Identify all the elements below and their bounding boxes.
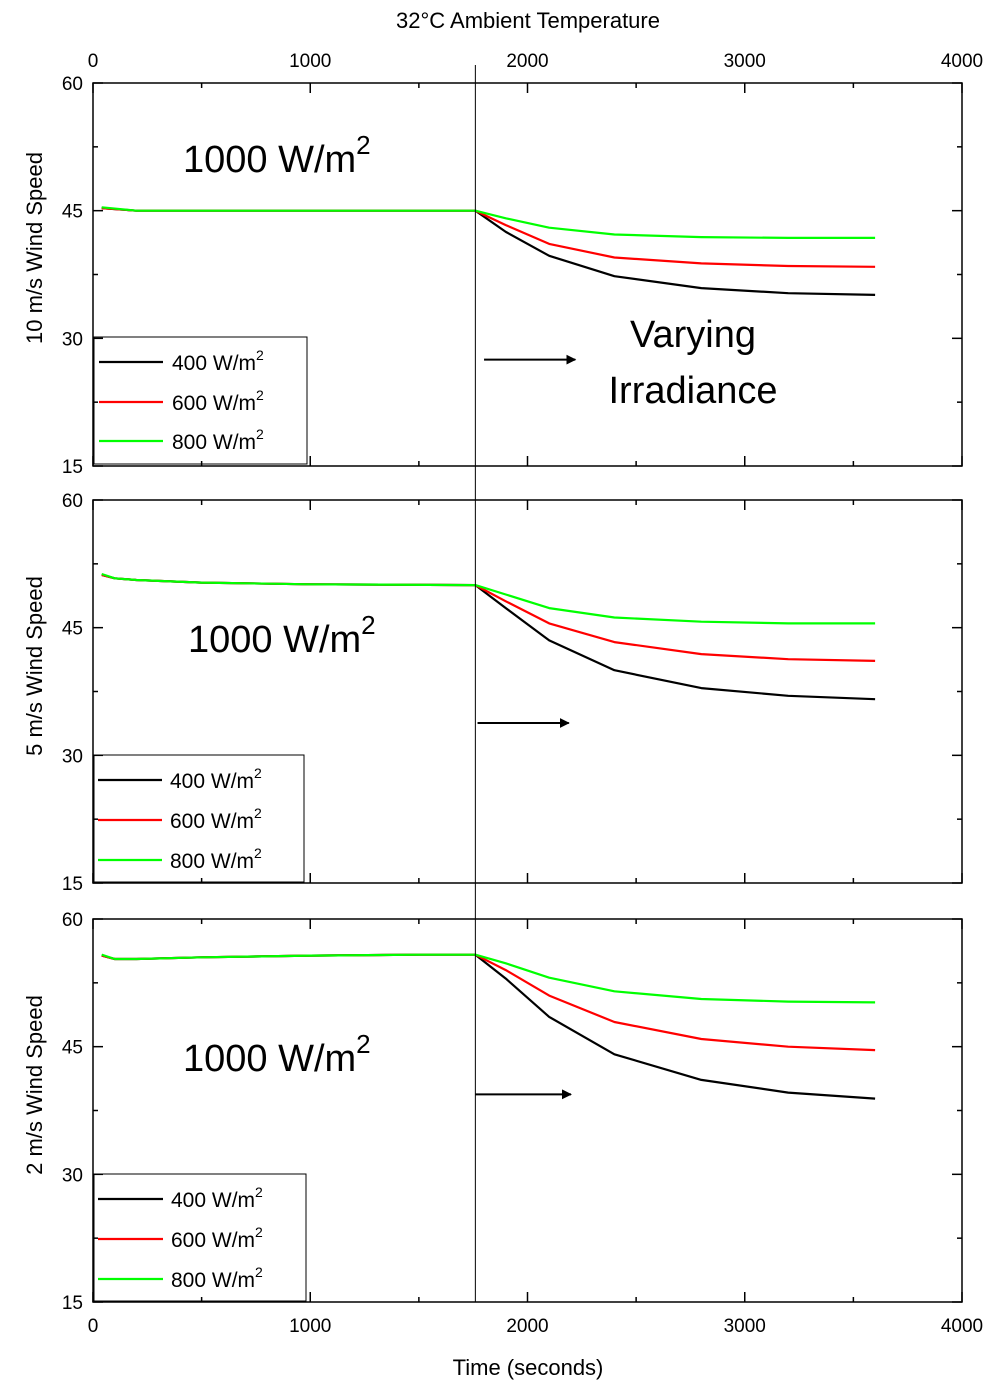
panel-2: 1000 W/m2 400 W/m2 600 W/m2 800 W/m2 bbox=[92, 499, 963, 884]
x-tick-label: 4000 bbox=[941, 1316, 983, 1337]
panel-1-legend-label-400: 400 W/m2 bbox=[172, 347, 264, 375]
panel-3-y-tick-label: 60 bbox=[62, 910, 83, 931]
panel-3-y-axis-title: 2 m/s Wind Speed bbox=[22, 995, 47, 1175]
panel-2-y-tick-label: 30 bbox=[62, 746, 83, 767]
x-tick-label: 0 bbox=[88, 1316, 99, 1337]
panel-2-y-tick-label: 60 bbox=[62, 491, 83, 512]
panel-1: 1000 W/m2 Varying Irradiance 400 W/m2 60… bbox=[92, 82, 963, 467]
panel-1-y-axis-title: 10 m/s Wind Speed bbox=[22, 152, 47, 344]
panel-1-legend-box bbox=[93, 336, 308, 465]
panel-3-legend: 400 W/m2 600 W/m2 800 W/m2 bbox=[93, 1173, 307, 1302]
panel-1-y-tick-label: 45 bbox=[62, 202, 83, 223]
x-tick-label: 2000 bbox=[506, 1316, 548, 1337]
panel-1-legend-label-600: 600 W/m2 bbox=[172, 387, 264, 415]
panel-2-series-800-line bbox=[101, 572, 876, 625]
panel-3-y-tick-label: 15 bbox=[62, 1293, 83, 1314]
x-axis-title: Time (seconds) bbox=[453, 1355, 604, 1380]
panel-1-y-tick-label: 15 bbox=[62, 457, 83, 478]
panel-1-legend: 400 W/m2 600 W/m2 800 W/m2 bbox=[93, 336, 308, 465]
panel-3-legend-label-800: 800 W/m2 bbox=[171, 1264, 263, 1292]
panel-3-irradiance-label: 1000 W/m2 bbox=[183, 1029, 371, 1080]
top-x-tick-label: 3000 bbox=[724, 51, 766, 72]
panel-2-plot bbox=[101, 572, 876, 728]
top-x-tick-label: 1000 bbox=[289, 51, 331, 72]
panel-1-legend-label-800: 800 W/m2 bbox=[172, 426, 264, 454]
top-x-tick-label: 4000 bbox=[941, 51, 983, 72]
irradiance-label: Irradiance bbox=[609, 370, 778, 412]
panel-1-y-tick-label: 30 bbox=[62, 329, 83, 350]
x-tick-label: 1000 bbox=[289, 1316, 331, 1337]
top-x-tick-label: 2000 bbox=[506, 51, 548, 72]
panel-3-legend-label-600: 600 W/m2 bbox=[171, 1224, 263, 1252]
panel-2-legend-label-400: 400 W/m2 bbox=[170, 765, 262, 793]
panel-3: 1000 W/m2 400 W/m2 600 W/m2 800 W/m2 bbox=[92, 918, 963, 1303]
panel-1-y-tick-label: 60 bbox=[62, 74, 83, 95]
panel-1-plot bbox=[101, 206, 876, 365]
panel-2-legend-label-600: 600 W/m2 bbox=[170, 805, 262, 833]
panel-2-y-tick-label: 15 bbox=[62, 874, 83, 895]
panel-2-y-tick-label: 45 bbox=[62, 619, 83, 640]
panel-2-y-axis-title: 5 m/s Wind Speed bbox=[22, 576, 47, 756]
top-x-tick-label: 0 bbox=[88, 51, 99, 72]
top-axis-title: 32°C Ambient Temperature bbox=[396, 8, 660, 33]
panel-2-legend-label-800: 800 W/m2 bbox=[170, 845, 262, 873]
panel-3-y-tick-label: 30 bbox=[62, 1165, 83, 1186]
panel-1-irradiance-label: 1000 W/m2 bbox=[183, 130, 371, 181]
panel-3-series-600-line bbox=[101, 953, 876, 1052]
panel-3-legend-label-400: 400 W/m2 bbox=[171, 1184, 263, 1212]
varying-label: Varying bbox=[630, 314, 756, 356]
x-tick-label: 3000 bbox=[724, 1316, 766, 1337]
panel-3-y-tick-label: 45 bbox=[62, 1038, 83, 1059]
panel-2-legend: 400 W/m2 600 W/m2 800 W/m2 bbox=[93, 754, 305, 883]
panel-1-series-800-line bbox=[101, 206, 876, 239]
panel-2-irradiance-label: 1000 W/m2 bbox=[188, 610, 376, 661]
panel-1-series-400-line bbox=[101, 207, 876, 296]
